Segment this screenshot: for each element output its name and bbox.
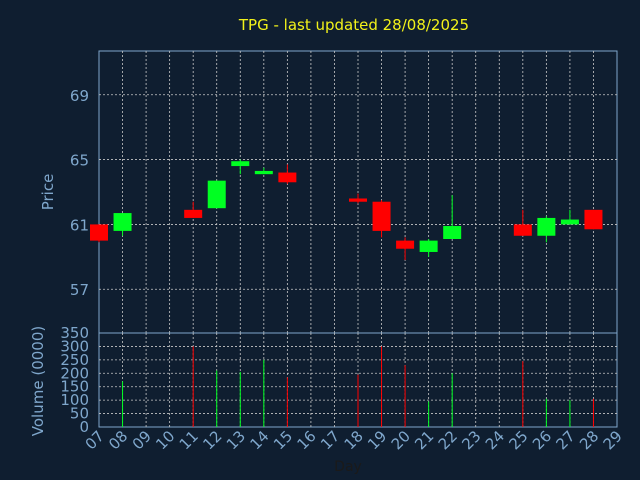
x-tick-label: 17 [317,427,343,453]
x-tick-label: 16 [294,427,320,453]
candle-body [254,170,273,175]
candle-body [113,213,132,231]
candle-body [584,209,603,230]
candle-body [207,180,226,209]
x-tick-label: 27 [553,427,579,453]
candle-body [372,201,391,231]
candle-body [419,240,438,252]
x-tick-label: 14 [246,427,272,453]
price-axis-label: Price [39,174,57,211]
volume-tick-label: 100 [60,391,89,409]
x-tick-label: 15 [270,427,296,453]
candle-body [537,217,556,236]
candle-body [513,224,532,236]
x-tick-label: 09 [129,427,155,453]
x-tick-label: 13 [223,427,249,453]
price-panel: 57 61 65 69 [70,50,618,334]
volume-tick-label: 250 [60,351,89,369]
x-tick-label: 29 [600,427,626,453]
x-tick-label: 10 [152,427,178,453]
candle-body [349,198,367,202]
candle-body [396,240,415,249]
candle-body [560,219,579,225]
volume-tick-label: 300 [60,337,89,355]
x-tick-label: 22 [435,427,461,453]
x-tick-label: 25 [505,427,531,453]
x-tick-label: 11 [176,427,202,453]
volume-axis-label: Volume (0000) [29,326,47,436]
volume-panel: 0708091011121314151617181920212223242526… [60,324,625,453]
x-tick-label: 12 [199,427,225,453]
candle-body [231,161,250,167]
price-tick-label: 61 [70,216,89,234]
volume-tick-label: 350 [60,324,89,342]
x-tick-label: 28 [576,427,602,453]
x-tick-label: 20 [388,427,414,453]
chart-title: TPG - last updated 28/08/2025 [238,16,469,34]
volume-tick-label: 200 [60,364,89,382]
volume-tick-label: 150 [60,378,89,396]
x-tick-label: 18 [341,427,367,453]
price-tick-label: 65 [70,152,89,170]
price-tick-label: 69 [70,87,89,105]
x-tick-label: 08 [105,427,131,453]
x-axis-label: Day [334,459,362,475]
candle-body [184,209,203,218]
x-tick-label: 21 [411,427,437,453]
price-tick-label: 57 [70,281,89,299]
x-tick-label: 19 [364,427,390,453]
x-tick-label: 24 [482,427,508,453]
volume-tick-label: 0 [79,418,89,436]
x-tick-label: 23 [458,427,484,453]
candle-body [443,226,462,239]
x-tick-label: 26 [529,427,555,453]
volume-tick-label: 50 [70,405,89,423]
candle-body [90,224,108,241]
candle-body [278,172,297,183]
